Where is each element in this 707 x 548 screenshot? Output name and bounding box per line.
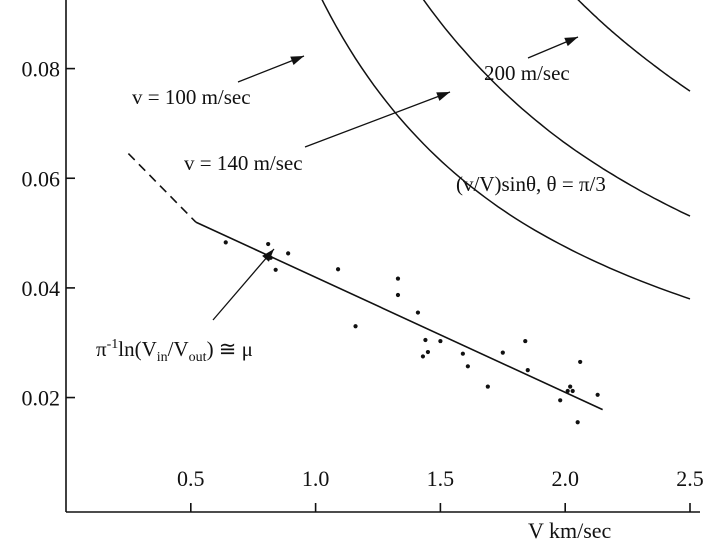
curve-v100	[321, 0, 691, 300]
arrow-v140-shaft	[304, 91, 451, 148]
x-tick-label: 1.5	[427, 466, 455, 491]
data-point	[565, 388, 570, 394]
data-point	[415, 310, 421, 315]
data-point	[335, 267, 341, 272]
arrow-v200-head	[564, 37, 578, 47]
data-point	[575, 420, 580, 425]
x-tick-label: 1.0	[302, 466, 330, 491]
label-fit-line: π-1ln(Vin/Vout) ≅ μ	[96, 337, 253, 365]
data-point	[395, 292, 401, 298]
data-point	[595, 392, 600, 397]
x-tick-label: 0.5	[177, 466, 205, 491]
arrow-fit-shaft	[212, 248, 275, 321]
label-v140: v = 140 m/sec	[184, 151, 303, 175]
y-tick-label: 0.02	[22, 386, 61, 411]
data-point	[273, 267, 278, 272]
data-point	[568, 384, 573, 389]
axes: 0.02 0.04 0.06 0.08 0.5 1.0 1.5 2.0 2.5 V km/sec	[22, 0, 704, 543]
data-point	[420, 354, 426, 359]
fit-line-dashed	[127, 153, 197, 223]
y-tick-label: 0.04	[22, 276, 61, 301]
data-point	[578, 359, 583, 365]
label-curve-formula: (v/V)sinθ, θ = π/3	[456, 172, 606, 196]
fit-line-group	[127, 153, 603, 411]
data-point	[395, 276, 401, 281]
arrow-fit-head	[262, 249, 274, 262]
data-point	[460, 351, 465, 356]
annotations: v = 100 m/sec v = 140 m/sec 200 m/sec (v/V)…	[96, 36, 606, 365]
y-tick-label: 0.06	[22, 166, 61, 191]
data-point	[570, 388, 575, 394]
data-point	[425, 349, 431, 355]
data-point	[423, 337, 428, 343]
data-point	[525, 368, 530, 373]
data-point	[465, 364, 470, 369]
data-point	[485, 384, 490, 389]
x-tick-label: 2.5	[676, 466, 704, 491]
x-axis-title: V km/sec	[528, 518, 612, 543]
data-point	[558, 398, 563, 403]
data-points	[223, 240, 600, 425]
label-v200: 200 m/sec	[484, 61, 570, 85]
x-tick-label: 2.0	[551, 466, 579, 491]
data-point	[286, 251, 291, 256]
label-v100: v = 100 m/sec	[132, 85, 251, 109]
data-point	[523, 338, 528, 344]
fit-line-solid	[195, 221, 603, 411]
y-tick-label: 0.08	[22, 57, 61, 82]
curve-v140	[422, 0, 691, 217]
curve-v200	[577, 0, 691, 92]
curves	[321, 0, 691, 300]
data-point	[353, 324, 358, 329]
data-point	[223, 240, 228, 245]
data-point	[500, 350, 505, 355]
data-point	[266, 241, 271, 247]
arrow-v140-head	[436, 92, 450, 101]
arrow-v100-head	[290, 56, 304, 65]
data-point	[438, 338, 443, 344]
